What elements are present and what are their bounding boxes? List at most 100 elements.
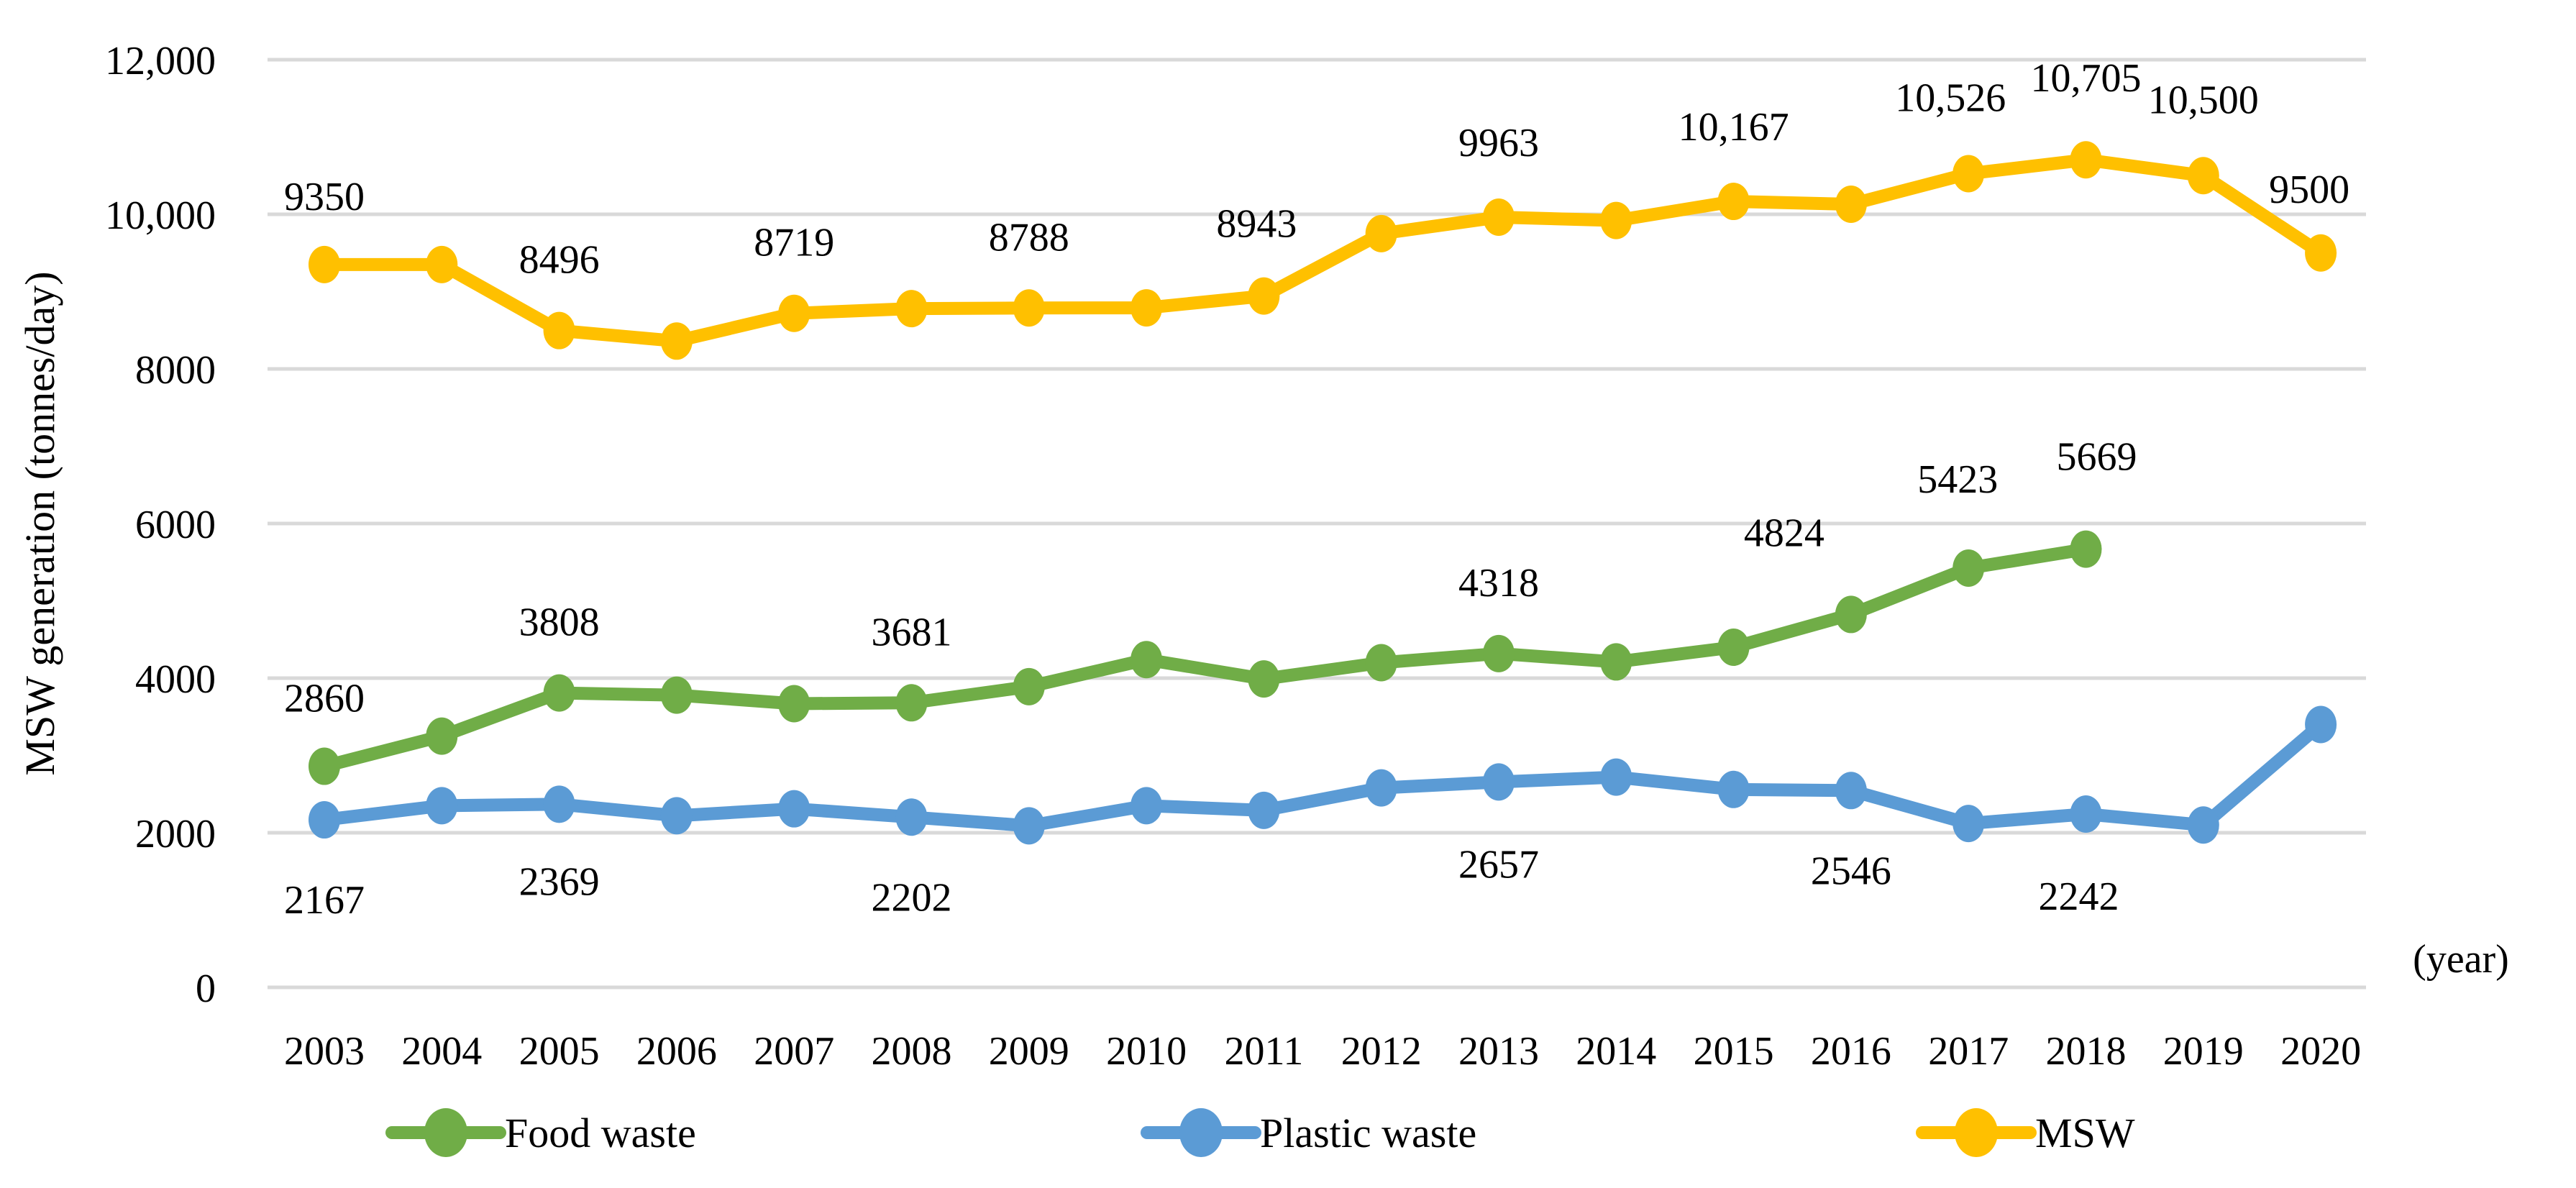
data-point-msw-2009: [1013, 289, 1045, 327]
x-tick-label-2012: 2012: [1341, 1029, 1422, 1074]
data-point-food-waste-2015: [1717, 629, 1750, 666]
data-point-msw-2005: [543, 311, 575, 349]
data-point-food-waste-2018: [2070, 530, 2102, 568]
data-point-msw-2020: [2305, 234, 2337, 272]
data-point-food-waste-2005: [543, 674, 575, 712]
y-tick-label-0: 0: [196, 967, 216, 1011]
data-point-plastic-waste-2014: [1600, 758, 1632, 796]
y-tick-label-2000: 2000: [135, 812, 216, 856]
x-tick-label-2018: 2018: [2046, 1029, 2127, 1074]
data-point-plastic-waste-2016: [1835, 772, 1867, 810]
data-point-plastic-waste-2010: [1131, 787, 1163, 825]
x-tick-label-2016: 2016: [1811, 1029, 1891, 1074]
data-point-food-waste-2016: [1835, 595, 1867, 634]
data-label-msw-2011: 8943: [1216, 202, 1297, 247]
data-point-plastic-waste-2017: [1952, 805, 1985, 843]
series-msw: 9350 8496 8719 8788 8943 9963 10,167 10,526 10,7…: [284, 56, 2349, 360]
x-tick-label-2008: 2008: [872, 1029, 952, 1074]
data-point-msw-2008: [895, 290, 928, 328]
data-label-plastic-waste-2013: 2657: [1458, 842, 1539, 887]
data-label-msw-2007: 8719: [754, 221, 834, 265]
series-line-msw: [318, 153, 2328, 348]
x-tick-label-2011: 2011: [1224, 1029, 1303, 1074]
legend-item-msw: MSW: [1916, 1108, 2135, 1157]
data-point-food-waste-2011: [1248, 660, 1280, 698]
x-tick-label-2014: 2014: [1576, 1029, 1656, 1074]
data-point-msw-2013: [1483, 198, 1515, 236]
x-tick-label-2006: 2006: [636, 1029, 717, 1074]
data-point-plastic-waste-2012: [1365, 769, 1397, 807]
legend-marker-food-waste: [424, 1108, 467, 1157]
data-point-food-waste-2012: [1365, 644, 1397, 682]
data-label-food-waste-2005: 3808: [519, 600, 600, 645]
data-label-food-waste-2017: 5423: [1917, 457, 1998, 502]
legend-marker-msw: [1955, 1108, 1998, 1157]
series-line-food-waste: [318, 542, 2093, 773]
data-point-food-waste-2009: [1013, 667, 1045, 705]
y-tick-label-4000: 4000: [135, 657, 216, 702]
x-tick-label-2013: 2013: [1458, 1029, 1539, 1074]
data-label-msw-2017: 10,526: [1895, 76, 2006, 120]
data-point-plastic-waste-2015: [1717, 770, 1750, 808]
data-point-food-waste-2006: [660, 676, 693, 714]
data-label-food-waste-2008: 3681: [872, 610, 952, 654]
data-point-plastic-waste-2018: [2070, 795, 2102, 833]
series-line-plastic-waste: [318, 718, 2328, 833]
x-tick-label-2007: 2007: [754, 1029, 834, 1074]
x-tick-label-2015: 2015: [1694, 1029, 1774, 1074]
legend-label-msw: MSW: [2035, 1110, 2135, 1156]
data-point-food-waste-2008: [895, 684, 928, 722]
data-point-msw-2016: [1835, 186, 1867, 224]
data-label-plastic-waste-2003: 2167: [284, 878, 365, 923]
data-point-msw-2019: [2187, 157, 2219, 195]
data-point-plastic-waste-2005: [543, 785, 575, 823]
data-label-plastic-waste-2005: 2369: [519, 859, 600, 904]
data-point-plastic-waste-2009: [1013, 807, 1045, 845]
legend-item-food-waste: Food waste: [385, 1108, 696, 1157]
x-tick-label-2017: 2017: [1928, 1029, 2009, 1074]
y-tick-label-6000: 6000: [135, 503, 216, 547]
data-label-msw-2019: 10,500: [2148, 78, 2259, 122]
x-tick-label-2020: 2020: [2280, 1029, 2361, 1074]
data-label-msw-2005: 8496: [519, 238, 600, 283]
data-point-msw-2012: [1365, 214, 1397, 252]
data-label-plastic-waste-2018: 2242: [2039, 874, 2119, 919]
data-label-msw-2018: 10,705: [2031, 56, 2142, 101]
data-point-msw-2006: [660, 322, 693, 360]
data-point-food-waste-2004: [426, 717, 458, 755]
legend-item-plastic-waste: Plastic waste: [1141, 1108, 1476, 1157]
y-tick-label-12000: 12,000: [105, 39, 216, 83]
x-tick-label-2004: 2004: [401, 1029, 482, 1074]
data-label-msw-2020: 9500: [2269, 168, 2349, 212]
data-label-plastic-waste-2008: 2202: [872, 875, 952, 920]
data-label-msw-2003: 9350: [284, 175, 365, 219]
data-point-msw-2018: [2070, 141, 2102, 179]
data-point-plastic-waste-2007: [778, 790, 810, 828]
data-point-plastic-waste-2020: [2305, 705, 2337, 744]
data-point-plastic-waste-2008: [895, 798, 928, 836]
x-tick-label-2010: 2010: [1106, 1029, 1187, 1074]
data-point-msw-2004: [426, 245, 458, 283]
data-label-food-waste-2003: 2860: [284, 677, 365, 721]
legend-marker-plastic-waste: [1179, 1108, 1223, 1157]
data-point-plastic-waste-2004: [426, 787, 458, 825]
data-point-msw-2017: [1952, 155, 1985, 193]
x-tick-label-2005: 2005: [519, 1029, 600, 1074]
legend: Food waste Plastic waste MSW: [385, 1108, 2135, 1157]
x-tick-label-2009: 2009: [989, 1029, 1069, 1074]
data-point-msw-2015: [1717, 183, 1750, 221]
data-point-food-waste-2007: [778, 685, 810, 723]
legend-label-food-waste: Food waste: [505, 1110, 696, 1156]
data-label-food-waste-2013: 4318: [1458, 561, 1539, 606]
data-label-msw-2015: 10,167: [1678, 105, 1789, 150]
data-label-msw-2013: 9963: [1458, 121, 1539, 165]
x-tick-label-2003: 2003: [284, 1029, 365, 1074]
x-axis-unit-label: (year): [2413, 937, 2509, 982]
data-point-plastic-waste-2013: [1483, 763, 1515, 801]
data-point-msw-2007: [778, 294, 810, 332]
data-label-food-waste-2018: 5669: [2057, 435, 2137, 480]
x-tick-label-2019: 2019: [2163, 1029, 2244, 1074]
data-label-food-waste-2016: 4824: [1744, 511, 1824, 555]
